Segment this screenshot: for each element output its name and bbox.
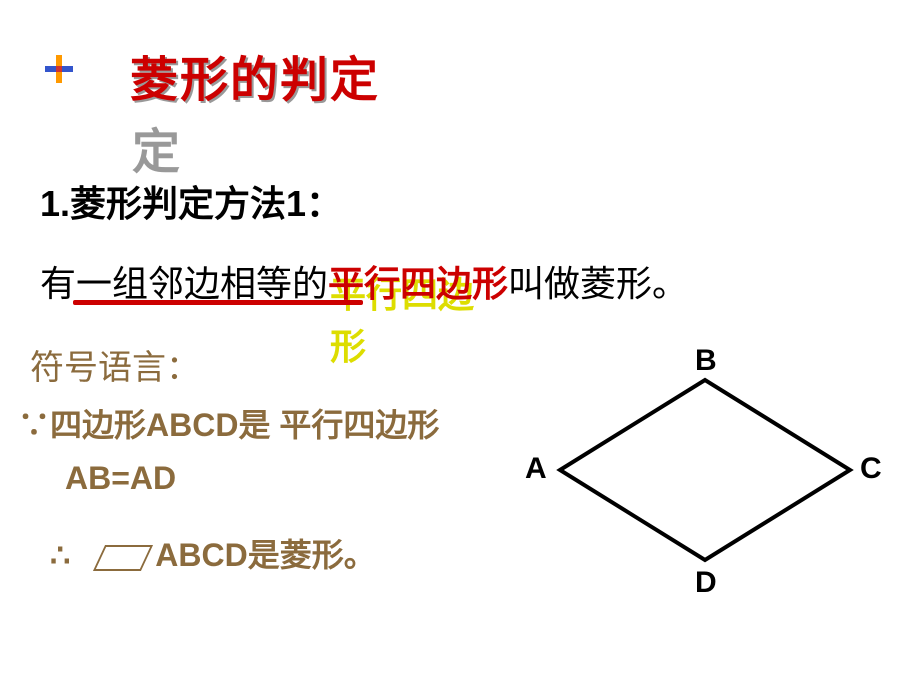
rhombus-svg <box>520 360 890 580</box>
vertex-label-d: D <box>695 566 717 600</box>
vertex-label-b: B <box>695 344 717 378</box>
underline <box>73 300 363 305</box>
symbol-language-label: 符号语言： <box>30 340 200 389</box>
definition-highlight: 平行四边形平行四边形 <box>328 264 508 304</box>
vertex-label-a: A <box>525 452 547 486</box>
proof-line-3: ∴ ABCD是菱形。 <box>50 530 376 576</box>
vertex-label-c: C <box>860 452 882 486</box>
bullet-icon <box>45 55 73 83</box>
rhombus-diagram: A B C D <box>520 360 890 580</box>
section-subtitle: 1.菱形判定方法1： <box>40 175 342 227</box>
proof-conclusion: ABCD是菱形。 <box>155 537 375 573</box>
definition-post: 叫做菱形。 <box>508 264 688 304</box>
proof-line-1: ∵四边形ABCD是 平行四边形 <box>18 400 439 446</box>
page-title: 菱形的判定 菱形的判定 <box>130 40 380 110</box>
therefore-symbol: ∴ <box>50 537 70 573</box>
proof-line-2: AB=AD <box>65 460 176 497</box>
parallelogram-icon <box>93 545 153 571</box>
definition-pre: 有一组邻边相等的 <box>40 264 328 304</box>
